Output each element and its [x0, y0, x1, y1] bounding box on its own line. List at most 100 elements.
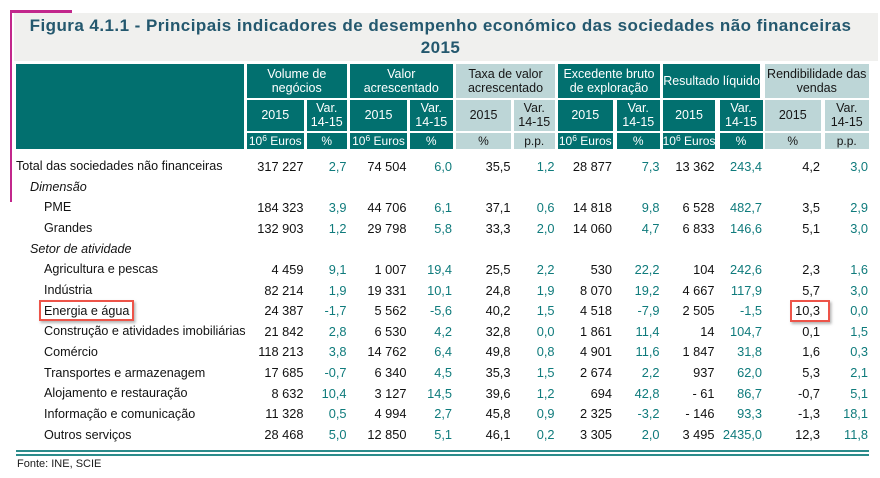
table-cell: 1,2	[536, 158, 555, 174]
group-label-line: Valor	[387, 66, 416, 81]
table-cell: 3 495	[682, 427, 715, 443]
table-cell: 1,5	[536, 365, 555, 381]
table-cell: 1,2	[536, 385, 555, 401]
table-cell: 184 323	[257, 199, 304, 215]
var-label-line: Var.	[316, 100, 338, 115]
table-cell: 19 331	[367, 282, 407, 298]
table-cell: 2,2	[536, 261, 555, 277]
group-label-line: negócios	[271, 81, 322, 95]
table-cell: 17 685	[264, 365, 304, 381]
table-cell: 6,4	[434, 344, 452, 360]
table-row: Total das sociedades não financeiras 317 …	[0, 156, 880, 177]
crop-mark-left	[10, 10, 13, 203]
table-cell: 28 877	[572, 158, 612, 174]
var-label-line: 14-15	[725, 115, 757, 130]
group-label-line: acrescentado	[467, 81, 544, 95]
table-cell: 37,1	[485, 199, 511, 215]
group-label-line: Excedente bruto	[563, 66, 655, 81]
unit-percent: %	[616, 132, 660, 150]
table-cell: 5,1	[434, 427, 452, 443]
table-row: Indústria 82 214 1,9 19 331 10,1 24,8 1,9 8 070…	[0, 280, 880, 301]
group-label-line: acrescentado	[363, 81, 439, 95]
unit-superscript: 6	[572, 132, 577, 143]
table-cell: -3,2	[637, 406, 660, 422]
highlight-box-energia-label	[38, 300, 134, 321]
table-cell: 5,8	[434, 220, 452, 236]
column-group-excedente-bruto: Excedente bruto de exploração	[558, 64, 660, 98]
table-cell: 8 632	[271, 385, 304, 401]
table-cell: 18,1	[843, 406, 868, 422]
figure-subtitle-year: 2015	[420, 37, 461, 57]
row-label: PME	[44, 200, 72, 215]
var-label-line: Var.	[730, 100, 752, 115]
table-cell: 6 340	[374, 365, 407, 381]
header-corner-block	[15, 64, 244, 149]
subheader-var: Var. 14-15	[410, 100, 453, 131]
subheader-year: 2015	[558, 100, 613, 131]
table-cell: 4 901	[579, 344, 612, 360]
column-group-valor-acrescentado: Valor acrescentado	[350, 64, 453, 98]
table-cell: 11,8	[844, 427, 868, 443]
table-cell: 242,6	[729, 261, 762, 277]
table-cell: 3,8	[328, 344, 347, 360]
table-cell: 4 994	[374, 406, 407, 422]
unit-money: 106 Euros	[350, 132, 407, 150]
table-row: PME 184 323 3,9 44 706 6,1 37,1 0,6 14 818 9,8 6 …	[0, 197, 880, 218]
table-row: Construção e atividades imobiliárias 21 8…	[0, 321, 880, 342]
table-cell: 1,6	[850, 261, 868, 277]
subheader-var: Var. 14-15	[719, 100, 763, 131]
table-cell: 5,7	[802, 282, 820, 298]
group-label-line: de exploração	[569, 81, 649, 95]
group-label-line: Taxa de valor	[468, 66, 543, 81]
table-cell: -1,5	[739, 303, 762, 319]
table-cell: 6,0	[434, 158, 452, 174]
table-cell: 14	[700, 323, 715, 339]
table-cell: 40,2	[485, 303, 511, 319]
table-cell: 5,3	[802, 365, 820, 381]
column-group-taxa-valor-acrescentado: Taxa de valor acrescentado	[456, 64, 555, 98]
row-label: Alojamento e restauração	[44, 386, 188, 401]
table-cell: 0,6	[536, 199, 555, 215]
subheader-year: 2015	[663, 100, 715, 131]
table-cell: 2,7	[328, 158, 347, 174]
unit-percent: %	[456, 132, 511, 150]
unit-text: 10	[248, 133, 263, 148]
table-cell: 19,4	[427, 261, 452, 277]
table-cell: 937	[693, 365, 715, 381]
table-cell: 45,8	[485, 406, 511, 422]
table-row: Comércio 118 213 3,8 14 762 6,4 49,8 0,8 4 901 1…	[0, 342, 880, 363]
table-cell: 2,0	[536, 220, 555, 236]
table-cell: 2 674	[579, 365, 612, 381]
row-label: Comércio	[44, 344, 98, 359]
table-cell: 2 325	[579, 406, 612, 422]
table-cell: 32,8	[485, 323, 511, 339]
table-cell: 93,3	[737, 406, 762, 422]
table-cell: 3 127	[374, 385, 407, 401]
table-cell: 82 214	[264, 282, 304, 298]
table-cell: 22,2	[634, 261, 660, 277]
var-label-line: 14-15	[415, 115, 448, 130]
column-group-volume-negocios: Volume de negócios	[246, 64, 347, 98]
table-row: Dimensão	[0, 176, 880, 197]
table-cell: 1 861	[579, 323, 612, 339]
row-label: Grandes	[44, 221, 93, 236]
table-row: Alojamento e restauração 8 632 10,4 3 127 14…	[0, 383, 880, 404]
subheader-year: 2015	[765, 100, 821, 131]
table-cell: 1,9	[536, 282, 555, 298]
table-cell: 694	[590, 385, 612, 401]
table-cell: - 61	[692, 385, 715, 401]
unit-text: 10	[352, 133, 366, 148]
table-row: Setor de atividade	[0, 238, 880, 259]
row-label: Setor de atividade	[30, 241, 132, 256]
table-cell: 1,9	[328, 282, 347, 298]
table-row: Grandes 132 903 1,2 29 798 5,8 33,3 2,0 14 060 4…	[0, 218, 880, 239]
table-cell: 0,0	[850, 303, 868, 319]
table-cell: 104,7	[729, 323, 762, 339]
table-cell: 482,7	[729, 199, 762, 215]
table-cell: 44 706	[367, 199, 407, 215]
table-cell: 1,6	[802, 344, 820, 360]
unit-pp: p.p.	[825, 132, 869, 150]
table-cell: 5 562	[374, 303, 407, 319]
crop-mark-top	[10, 10, 72, 13]
table-row: Informação e comunicação 11 328 0,5 4 994 2,…	[0, 404, 880, 425]
